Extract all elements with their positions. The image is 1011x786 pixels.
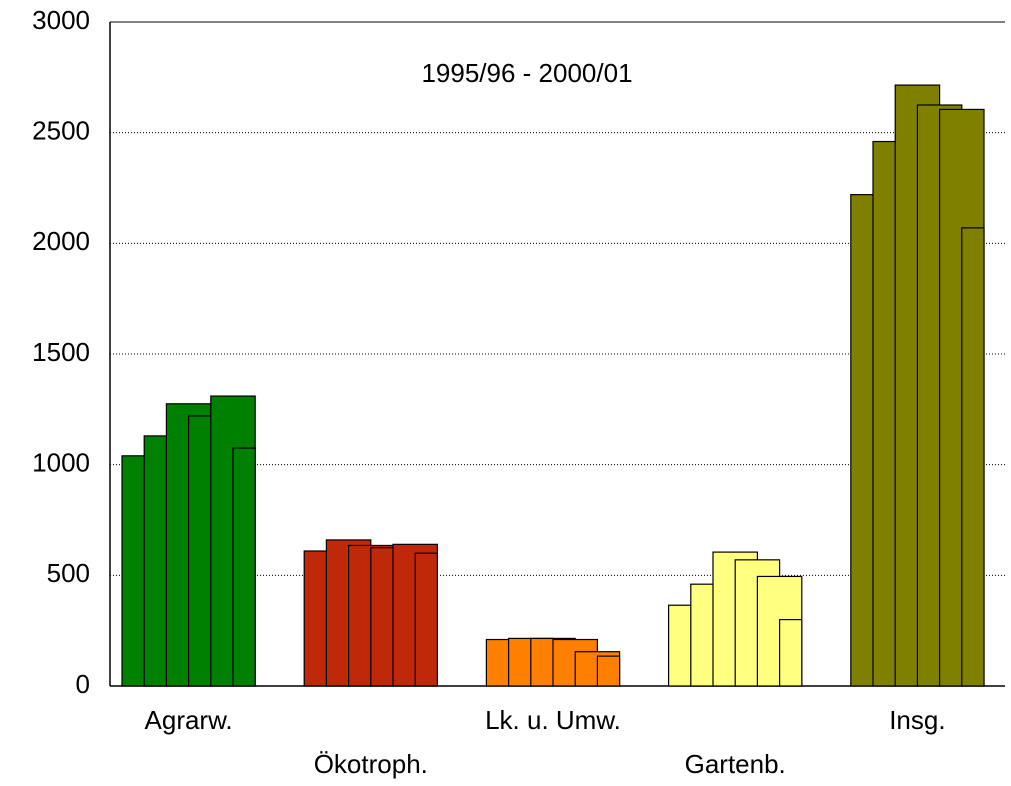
bar bbox=[232, 447, 256, 687]
y-tick-label: 2000 bbox=[32, 226, 90, 256]
y-tick-label: 3000 bbox=[32, 5, 90, 35]
y-tick-label: 0 bbox=[76, 669, 90, 699]
y-tick-label: 500 bbox=[47, 558, 90, 588]
x-tick-label: Lk. u. Umw. bbox=[485, 705, 621, 735]
y-tick-label: 1000 bbox=[32, 448, 90, 478]
x-tick-label: Gartenb. bbox=[685, 749, 786, 779]
bar bbox=[778, 618, 803, 687]
chart-title: 1995/96 - 2000/01 bbox=[421, 58, 632, 88]
bar bbox=[414, 552, 439, 687]
bar bbox=[961, 227, 985, 687]
y-tick-label: 1500 bbox=[32, 337, 90, 367]
x-tick-label: Ökotroph. bbox=[314, 749, 428, 779]
x-tick-label: Insg. bbox=[889, 705, 945, 735]
x-tick-label: Agrarw. bbox=[145, 705, 233, 735]
bar bbox=[596, 655, 621, 687]
y-tick-label: 2500 bbox=[32, 116, 90, 146]
